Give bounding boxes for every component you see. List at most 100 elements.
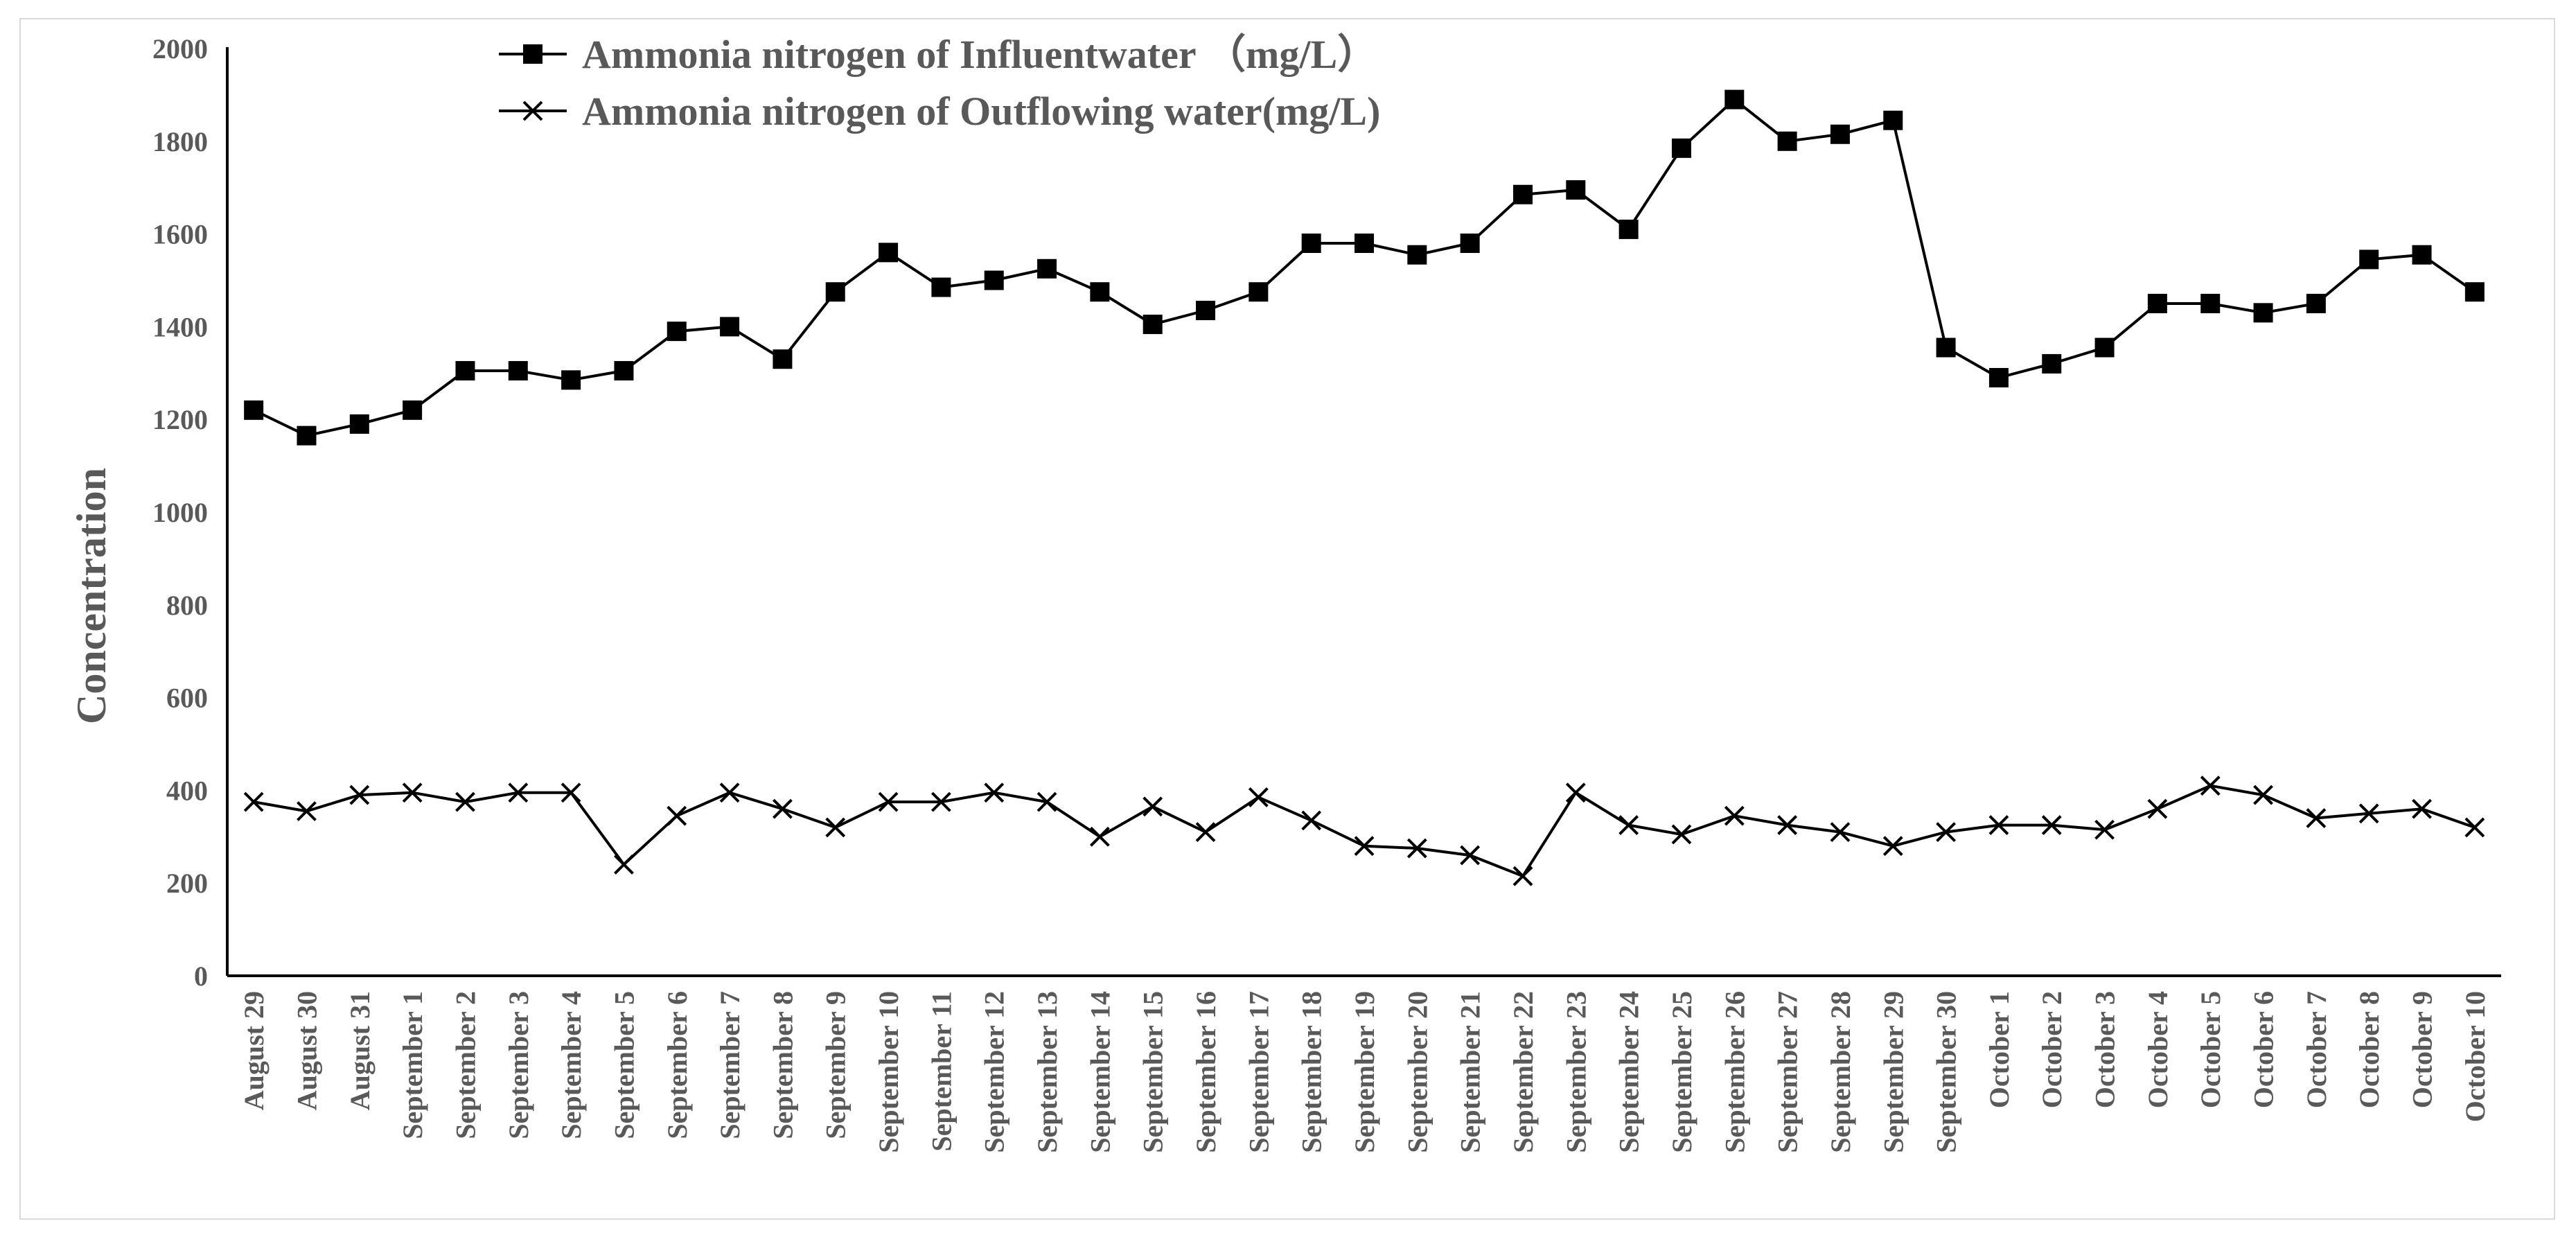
- x-tick-label: September 15: [1138, 991, 1169, 1153]
- data-point-square: [2042, 353, 2062, 374]
- x-tick-label: October 4: [2142, 991, 2173, 1108]
- data-point-square: [1883, 110, 1903, 130]
- y-tick-label: 1000: [152, 497, 208, 528]
- y-axis-label: Concentration: [69, 468, 114, 724]
- x-tick-label: September 5: [608, 991, 639, 1139]
- legend-label-influent: Ammonia nitrogen of Influentwater （mg/L）: [582, 32, 1377, 77]
- data-point-square: [2094, 338, 2115, 358]
- data-point-x: [825, 817, 846, 838]
- data-point-square: [1249, 282, 1269, 302]
- data-point-square: [1037, 259, 1057, 279]
- y-tick-label: 600: [166, 683, 208, 714]
- data-point-x: [561, 782, 581, 803]
- data-point-x: [1354, 836, 1375, 857]
- x-tick-label: September 21: [1455, 991, 1486, 1153]
- x-tick-label: October 7: [2301, 991, 2332, 1108]
- x-tick-label: September 2: [450, 991, 481, 1139]
- x-tick-label: October 10: [2460, 991, 2491, 1122]
- data-point-square: [1460, 233, 1480, 253]
- x-tick-label: September 27: [1772, 991, 1803, 1153]
- data-point-square: [1196, 300, 1216, 320]
- data-point-square: [1777, 131, 1797, 151]
- data-point-x: [1143, 796, 1163, 817]
- x-tick-label: September 16: [1190, 991, 1221, 1153]
- data-point-x: [297, 801, 317, 821]
- data-point-x: [1988, 815, 2009, 835]
- x-tick-label: September 4: [556, 991, 587, 1139]
- data-point-x: [243, 791, 264, 812]
- x-tick-label: September 1: [397, 991, 428, 1139]
- data-point-square: [2306, 293, 2326, 313]
- legend-item-influent: Ammonia nitrogen of Influentwater （mg/L）: [499, 32, 1377, 77]
- data-point-square: [2359, 249, 2379, 270]
- x-tick-label: September 24: [1614, 991, 1645, 1153]
- data-point-square: [561, 370, 581, 390]
- data-point-x: [1671, 824, 1692, 845]
- y-tick-label: 1200: [152, 404, 208, 435]
- x-tick-label: September 11: [926, 991, 957, 1151]
- y-tick-label: 2000: [152, 33, 208, 64]
- data-point-square: [825, 282, 845, 302]
- data-point-x: [2358, 803, 2379, 824]
- data-point-square: [984, 270, 1004, 290]
- data-point-square: [1988, 367, 2009, 387]
- data-point-x: [1777, 815, 1798, 835]
- x-tick-label: September 8: [767, 991, 798, 1139]
- series: [243, 89, 2485, 886]
- series-line: [253, 98, 2476, 437]
- x-tick-label: October 9: [2407, 991, 2438, 1108]
- x-tick-label: September 13: [1032, 991, 1063, 1153]
- data-point-x: [1830, 822, 1851, 843]
- data-point-square: [1830, 124, 1850, 144]
- data-point-x: [349, 785, 370, 805]
- data-point-square: [1618, 219, 1639, 239]
- data-point-square: [508, 360, 528, 380]
- data-point-x: [2306, 808, 2327, 828]
- data-point-x: [1724, 805, 1745, 826]
- data-point-square: [1671, 138, 1691, 158]
- data-point-x: [2041, 815, 2062, 835]
- y-tick-label: 1800: [152, 126, 208, 157]
- data-point-x: [667, 805, 687, 826]
- data-point-x: [1195, 822, 1216, 843]
- x-tick-label: September 26: [1719, 991, 1750, 1153]
- data-point-square: [879, 243, 899, 263]
- data-point-x: [2253, 785, 2273, 805]
- x-tick-label: October 6: [2248, 991, 2279, 1108]
- data-point-x: [2147, 798, 2168, 819]
- y-tick-label: 1400: [152, 311, 208, 342]
- data-point-square: [2253, 303, 2273, 323]
- x-tick-label: September 14: [1084, 991, 1115, 1153]
- x-tick-label: September 7: [714, 991, 746, 1139]
- x-tick-label: September 12: [979, 991, 1010, 1153]
- data-point-square: [614, 360, 634, 380]
- y-tick-label: 400: [166, 775, 208, 806]
- data-point-square: [297, 426, 317, 446]
- data-point-x: [719, 782, 740, 803]
- x-tick-label: August 30: [291, 991, 322, 1110]
- data-point-x: [1882, 836, 1903, 857]
- data-point-square: [403, 400, 423, 420]
- data-point-x: [1565, 782, 1586, 803]
- data-point-x: [1512, 866, 1533, 886]
- x-tick-label: September 28: [1825, 991, 1856, 1153]
- legend-square-marker-icon: [523, 44, 542, 64]
- data-point-square: [2464, 282, 2485, 302]
- data-point-x: [2464, 817, 2485, 838]
- data-point-square: [2147, 293, 2167, 313]
- data-point-square: [2412, 245, 2432, 265]
- data-point-square: [1936, 338, 1956, 358]
- data-point-x: [2200, 776, 2221, 796]
- data-point-x: [1301, 810, 1322, 831]
- y-tick-label: 0: [194, 961, 208, 992]
- data-point-x: [2094, 819, 2115, 840]
- data-point-x: [773, 798, 793, 819]
- data-point-x: [1406, 838, 1427, 859]
- data-point-x: [1460, 845, 1481, 866]
- data-point-x: [930, 791, 951, 812]
- data-point-x: [1936, 822, 1956, 843]
- x-tick-label: August 29: [238, 991, 270, 1110]
- x-tick-label: October 8: [2354, 991, 2385, 1108]
- data-point-square: [2200, 293, 2221, 313]
- x-tick-label: September 9: [820, 991, 852, 1139]
